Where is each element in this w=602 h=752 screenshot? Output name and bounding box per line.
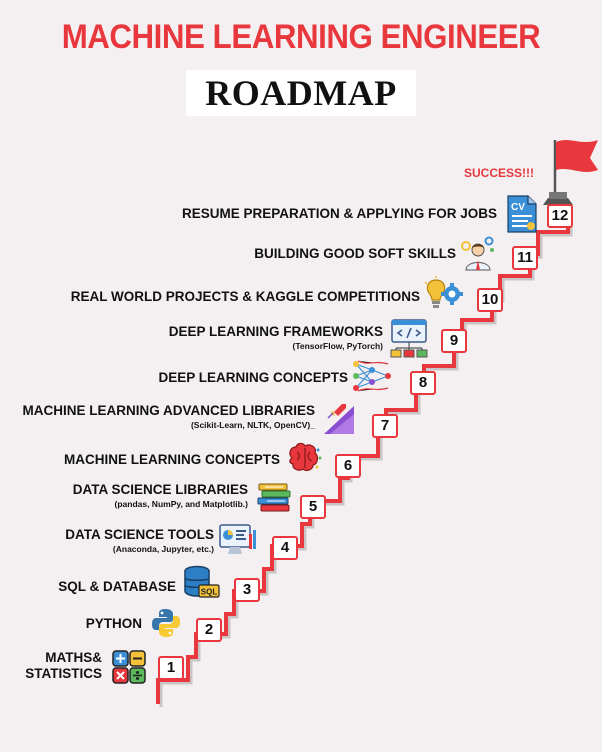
books-icon	[257, 483, 291, 512]
step-10-title: REAL WORLD PROJECTS & KAGGLE COMPETITION…	[70, 289, 420, 304]
page-title: MACHINE LEARNING ENGINEER	[61, 18, 541, 56]
neural-network-icon	[353, 360, 391, 392]
lightbulb-gear-icon	[424, 276, 463, 308]
step-11-number: 11	[512, 246, 538, 270]
step-7-title: MACHINE LEARNING ADVANCED LIBRARIES	[22, 403, 315, 418]
step-7-label: MACHINE LEARNING ADVANCED LIBRARIES (Sci…	[22, 403, 315, 431]
step-6-label: MACHINE LEARNING CONCEPTS	[64, 452, 280, 468]
step-6-number: 6	[335, 454, 361, 478]
success-label: SUCCESS!!!	[464, 166, 535, 180]
step-4-number: 4	[272, 536, 298, 560]
step-10-label: REAL WORLD PROJECTS & KAGGLE COMPETITION…	[71, 289, 420, 305]
flag-icon	[543, 140, 598, 205]
cv-document-icon: CV	[507, 195, 537, 233]
step-5-number: 5	[300, 495, 326, 519]
step-11-title: BUILDING GOOD SOFT SKILLS	[254, 246, 456, 261]
step-5-label: DATA SCIENCE LIBRARIES (pandas, NumPy, a…	[73, 482, 248, 510]
step-4-title: DATA SCIENCE TOOLS	[65, 527, 214, 542]
step-5-title: DATA SCIENCE LIBRARIES	[72, 482, 248, 497]
code-window-icon	[390, 319, 428, 358]
step-12-label: RESUME PREPARATION & APPLYING FOR JOBS	[182, 206, 497, 222]
step-4-subtitle: (Anaconda, Jupyter, etc.)	[112, 544, 214, 554]
calculator-icon	[112, 650, 146, 684]
step-8-label: DEEP LEARNING CONCEPTS	[158, 370, 348, 386]
brain-icon	[289, 442, 322, 471]
step-1-label: MATHS& STATISTICS	[25, 650, 102, 682]
step-3-title: SQL & DATABASE	[58, 579, 176, 594]
step-11-label: BUILDING GOOD SOFT SKILLS	[254, 246, 456, 262]
python-logo-icon	[152, 609, 180, 637]
step-2-number: 2	[196, 618, 222, 642]
dashboard-icon	[219, 524, 256, 554]
person-gears-icon	[461, 236, 494, 271]
step-7-subtitle: (Scikit-Learn, NLTK, OpenCV)_	[190, 420, 315, 430]
growth-chart-icon	[324, 404, 354, 434]
step-9-title: DEEP LEARNING FRAMEWORKS	[168, 324, 383, 339]
step-2-label: PYTHON	[86, 616, 142, 632]
step-12-title: RESUME PREPARATION & APPLYING FOR JOBS	[181, 206, 497, 221]
step-6-title: MACHINE LEARNING CONCEPTS	[63, 452, 280, 467]
step-7-number: 7	[372, 414, 398, 438]
step-5-subtitle: (pandas, NumPy, and Matplotlib.)	[114, 499, 249, 509]
step-9-subtitle: (TensorFlow, PyTorch)	[292, 341, 383, 351]
step-3-number: 3	[234, 578, 260, 602]
page-subtitle: ROADMAP	[186, 70, 416, 116]
step-8-number: 8	[410, 371, 436, 395]
step-10-number: 10	[477, 288, 503, 312]
step-8-title: DEEP LEARNING CONCEPTS	[158, 370, 348, 385]
svg-text:SQL: SQL	[201, 588, 218, 597]
step-12-number: 12	[547, 204, 573, 228]
step-1-title-line2: STATISTICS	[25, 666, 102, 681]
step-3-label: SQL & DATABASE	[58, 579, 176, 595]
cv-text: CV	[511, 202, 525, 213]
step-1-number: 1	[158, 656, 184, 680]
step-4-label: DATA SCIENCE TOOLS (Anaconda, Jupyter, e…	[65, 527, 214, 555]
step-2-title: PYTHON	[85, 616, 142, 631]
database-icon: SQL	[184, 565, 220, 598]
step-1-title: MATHS&	[45, 650, 102, 665]
step-9-number: 9	[441, 329, 467, 353]
step-9-label: DEEP LEARNING FRAMEWORKS (TensorFlow, Py…	[169, 324, 383, 352]
